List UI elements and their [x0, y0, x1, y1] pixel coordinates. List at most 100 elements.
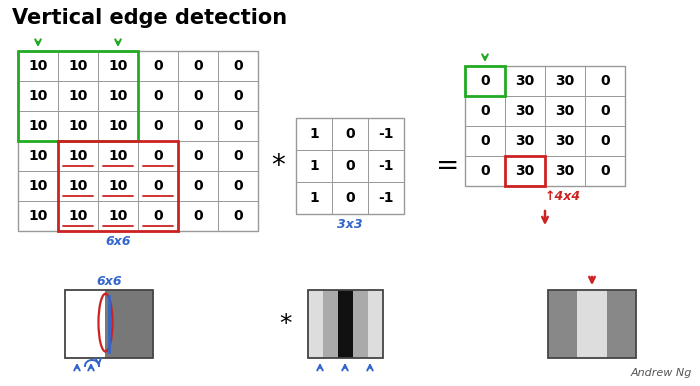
Text: 0: 0	[233, 89, 243, 103]
Bar	[332, 182, 368, 214]
Text: 0: 0	[153, 59, 163, 73]
Text: 0: 0	[193, 149, 203, 163]
Bar	[505, 156, 545, 186]
Text: 10: 10	[28, 179, 48, 193]
Text: 10: 10	[108, 179, 127, 193]
Text: 0: 0	[480, 74, 490, 88]
Text: Andrew Ng: Andrew Ng	[631, 368, 692, 378]
Text: 0: 0	[480, 134, 490, 148]
Text: 10: 10	[108, 59, 127, 73]
Text: 6x6: 6x6	[96, 275, 122, 288]
Text: 10: 10	[108, 89, 127, 103]
Bar	[465, 66, 625, 186]
Bar	[218, 111, 258, 141]
Text: 10: 10	[108, 209, 127, 223]
Text: -1: -1	[378, 159, 393, 173]
Text: -1: -1	[378, 127, 393, 141]
Bar	[308, 290, 323, 358]
Bar	[65, 290, 153, 358]
Bar	[505, 66, 545, 96]
Bar	[338, 290, 353, 358]
Bar	[178, 81, 218, 111]
Bar	[353, 290, 368, 358]
Text: 0: 0	[193, 59, 203, 73]
Bar	[58, 201, 98, 231]
Bar	[218, 171, 258, 201]
Bar	[545, 156, 585, 186]
Bar	[138, 201, 178, 231]
Bar	[178, 171, 218, 201]
Bar	[104, 290, 153, 358]
Bar	[65, 290, 104, 358]
Bar	[465, 96, 505, 126]
Bar	[368, 118, 404, 150]
Bar	[18, 51, 138, 141]
Text: 30: 30	[515, 134, 535, 148]
Text: 10: 10	[69, 89, 88, 103]
Bar	[98, 201, 138, 231]
Bar	[545, 126, 585, 156]
Text: 10: 10	[69, 209, 88, 223]
Bar	[465, 156, 505, 186]
Bar	[548, 290, 578, 358]
Bar	[332, 150, 368, 182]
Bar	[218, 81, 258, 111]
Text: 30: 30	[515, 104, 535, 118]
Bar	[465, 66, 505, 96]
Bar	[18, 51, 258, 231]
Bar	[585, 126, 625, 156]
Bar	[98, 51, 138, 81]
Text: 10: 10	[69, 119, 88, 133]
Text: 0: 0	[193, 179, 203, 193]
Bar	[296, 150, 332, 182]
Text: 0: 0	[480, 104, 490, 118]
Bar	[18, 51, 58, 81]
Text: 0: 0	[233, 209, 243, 223]
Text: ↑4x4: ↑4x4	[545, 190, 581, 203]
Bar	[368, 290, 383, 358]
Bar	[465, 66, 505, 96]
Bar	[138, 81, 178, 111]
Bar	[178, 141, 218, 171]
Text: *: *	[271, 152, 285, 180]
Bar	[58, 171, 98, 201]
Bar	[465, 126, 505, 156]
Bar	[545, 66, 585, 96]
Bar	[58, 111, 98, 141]
Text: 0: 0	[193, 119, 203, 133]
Bar	[323, 290, 338, 358]
Text: 0: 0	[600, 74, 610, 88]
Text: 0: 0	[600, 164, 610, 178]
Bar	[18, 171, 58, 201]
Bar	[296, 118, 404, 214]
Text: 30: 30	[515, 164, 535, 178]
Text: 0: 0	[600, 104, 610, 118]
Text: 0: 0	[153, 209, 163, 223]
Bar	[505, 156, 545, 186]
Text: 0: 0	[345, 191, 355, 205]
Bar	[18, 111, 58, 141]
Text: 10: 10	[28, 89, 48, 103]
Text: Vertical edge detection: Vertical edge detection	[12, 8, 287, 28]
Text: =: =	[436, 152, 460, 180]
Bar	[98, 141, 138, 171]
Bar	[308, 290, 383, 358]
Text: 0: 0	[193, 89, 203, 103]
Text: 3x3: 3x3	[337, 218, 363, 231]
Bar	[98, 171, 138, 201]
Bar	[218, 141, 258, 171]
Text: 10: 10	[69, 149, 88, 163]
Text: 30: 30	[555, 134, 575, 148]
Bar	[548, 290, 636, 358]
Text: 10: 10	[69, 59, 88, 73]
Text: 10: 10	[69, 179, 88, 193]
Text: 10: 10	[28, 209, 48, 223]
Bar	[585, 66, 625, 96]
Text: 0: 0	[233, 179, 243, 193]
Text: 0: 0	[153, 119, 163, 133]
Bar	[296, 182, 332, 214]
Bar	[368, 182, 404, 214]
Bar	[138, 171, 178, 201]
Text: 10: 10	[28, 119, 48, 133]
Bar	[98, 111, 138, 141]
